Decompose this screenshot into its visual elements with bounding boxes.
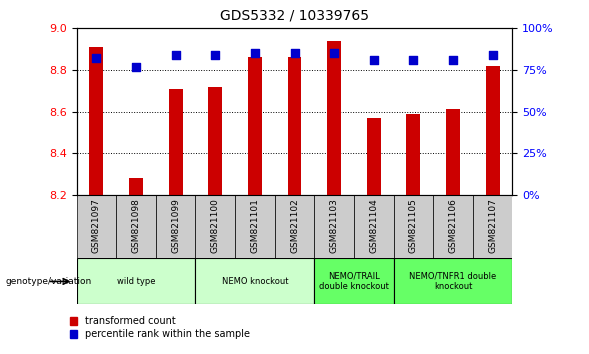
Text: GSM821099: GSM821099 [171, 198, 180, 253]
FancyBboxPatch shape [196, 195, 235, 258]
Text: genotype/variation: genotype/variation [6, 277, 92, 286]
Point [250, 51, 260, 56]
Text: NEMO/TRAIL
double knockout: NEMO/TRAIL double knockout [319, 272, 389, 291]
Bar [209, 86, 222, 195]
FancyBboxPatch shape [77, 195, 116, 258]
Bar [90, 47, 103, 195]
Point [171, 52, 180, 58]
FancyBboxPatch shape [433, 195, 473, 258]
Point [329, 51, 339, 56]
FancyBboxPatch shape [116, 195, 156, 258]
Text: GSM821106: GSM821106 [448, 198, 458, 253]
FancyBboxPatch shape [156, 195, 196, 258]
FancyBboxPatch shape [274, 195, 315, 258]
Text: GSM821107: GSM821107 [488, 198, 497, 253]
Point [488, 52, 497, 58]
FancyBboxPatch shape [393, 258, 512, 304]
Text: GSM821105: GSM821105 [409, 198, 418, 253]
Bar [446, 109, 460, 195]
FancyBboxPatch shape [77, 258, 196, 304]
Text: GSM821098: GSM821098 [131, 198, 141, 253]
FancyBboxPatch shape [354, 195, 393, 258]
Text: GSM821097: GSM821097 [92, 198, 101, 253]
Text: GSM821104: GSM821104 [369, 198, 378, 253]
Point [131, 64, 141, 69]
Bar [248, 57, 262, 195]
Point [448, 57, 458, 63]
Bar [168, 88, 183, 195]
FancyBboxPatch shape [235, 195, 274, 258]
Bar [406, 114, 421, 195]
Text: wild type: wild type [117, 277, 155, 286]
Bar [287, 57, 302, 195]
Text: GDS5332 / 10339765: GDS5332 / 10339765 [220, 9, 369, 23]
Point [369, 57, 379, 63]
Text: GSM821103: GSM821103 [330, 198, 339, 253]
FancyBboxPatch shape [315, 195, 354, 258]
Point [210, 52, 220, 58]
Text: GSM821100: GSM821100 [211, 198, 220, 253]
Bar [486, 66, 499, 195]
Point [409, 57, 418, 63]
Bar [367, 118, 380, 195]
Text: GSM821102: GSM821102 [290, 198, 299, 253]
Bar [327, 41, 341, 195]
FancyBboxPatch shape [393, 195, 433, 258]
Legend: transformed count, percentile rank within the sample: transformed count, percentile rank withi… [70, 316, 250, 339]
FancyBboxPatch shape [315, 258, 393, 304]
Point [92, 56, 101, 61]
Point [290, 51, 299, 56]
Text: NEMO/TNFR1 double
knockout: NEMO/TNFR1 double knockout [409, 272, 497, 291]
Bar [129, 178, 143, 195]
FancyBboxPatch shape [473, 195, 512, 258]
FancyBboxPatch shape [196, 258, 315, 304]
Text: GSM821101: GSM821101 [250, 198, 259, 253]
Text: NEMO knockout: NEMO knockout [221, 277, 288, 286]
